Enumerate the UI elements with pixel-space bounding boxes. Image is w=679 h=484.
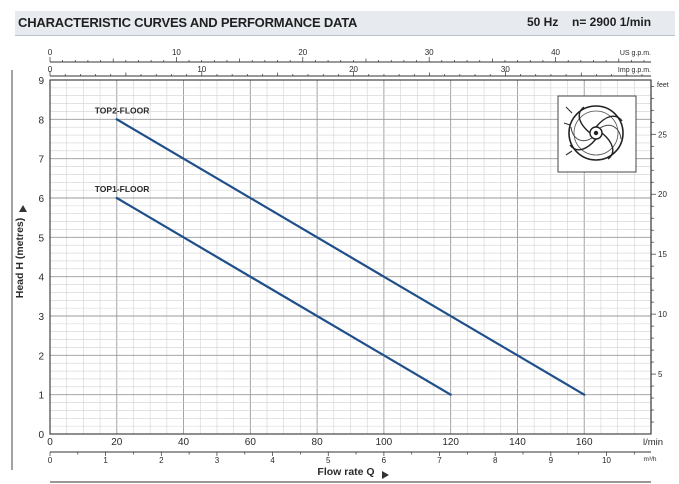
x-tick-label: 40 <box>178 437 190 448</box>
header-bar: CHARACTERISTIC CURVES AND PERFORMANCE DA… <box>15 11 675 36</box>
top-us-tick-label: 10 <box>172 48 181 57</box>
bottom-m3h-tick-label: 5 <box>326 456 331 465</box>
play-arrow-icon <box>382 471 389 479</box>
bottom-m3h-tick-label: 7 <box>437 456 442 465</box>
bottom-m3h-tick-label: 8 <box>493 456 498 465</box>
y-tick-label: 6 <box>38 194 44 205</box>
series-label: TOP2-FLOOR <box>95 105 150 115</box>
top-imp-tick-label: 30 <box>501 65 510 74</box>
y-tick-label: 9 <box>38 76 44 87</box>
series-point <box>115 118 118 121</box>
series-point <box>583 393 586 396</box>
y-tick-label: 1 <box>38 391 44 402</box>
bottom-m3h-unit: m³/h <box>644 456 657 463</box>
x-tick-label: 80 <box>312 437 324 448</box>
y-tick-label: 3 <box>38 312 44 323</box>
x-tick-label: 140 <box>509 437 526 448</box>
x-axis-label: Flow rate Q <box>317 466 374 478</box>
chart-series: TOP2-FLOOR TOP1-FLOOR <box>95 105 586 396</box>
top-us-tick-label: 0 <box>48 48 53 57</box>
x-axis-unit: l/min <box>643 437 663 448</box>
series-label: TOP1-FLOOR <box>95 184 150 194</box>
x-tick-label: 160 <box>576 437 593 448</box>
speed-label: n= 2900 1/min <box>572 15 652 29</box>
page-title: CHARACTERISTIC CURVES AND PERFORMANCE DA… <box>18 15 358 30</box>
impeller-icon <box>557 95 637 173</box>
y-axis-label: Head H (metres) <box>14 218 26 299</box>
y-tick-label: 8 <box>38 115 44 126</box>
top-imp-tick-label: 0 <box>48 65 53 74</box>
right-tick-label: 5 <box>658 370 663 379</box>
top-us-unit: US g.p.m. <box>620 50 651 57</box>
bottom-m3h-tick-label: 10 <box>602 456 611 465</box>
bottom-m3h-tick-label: 4 <box>270 456 275 465</box>
x-tick-label: 120 <box>442 437 459 448</box>
series-line-top2-floor <box>115 118 586 396</box>
bottom-m3h-tick-label: 0 <box>48 456 53 465</box>
bottom-m3h-tick-label: 3 <box>215 456 220 465</box>
chart-grid <box>49 79 652 435</box>
play-arrow-icon <box>19 205 27 212</box>
right-tick-label: 20 <box>658 190 667 199</box>
series-point <box>449 393 452 396</box>
bottom-m3h-tick-label: 9 <box>549 456 554 465</box>
x-tick-label: 60 <box>245 437 257 448</box>
y-tick-label: 2 <box>38 351 44 362</box>
y-tick-label: 0 <box>38 430 44 441</box>
bottom-m3h-tick-label: 1 <box>103 456 108 465</box>
top-imp-tick-label: 20 <box>349 65 358 74</box>
right-tick-label: 15 <box>658 250 667 259</box>
right-tick-label: 25 <box>658 130 667 139</box>
y-tick-label: 4 <box>38 273 44 284</box>
right-axis-unit: feet <box>657 82 669 89</box>
x-tick-label: 20 <box>111 437 123 448</box>
frequency-label: 50 Hz <box>527 15 559 29</box>
right-tick-label: 10 <box>658 310 667 319</box>
y-tick-label: 7 <box>38 155 44 166</box>
x-tick-label: 100 <box>376 437 393 448</box>
top-imp-tick-label: 10 <box>197 65 206 74</box>
y-tick-label: 5 <box>38 233 44 244</box>
top-us-tick-label: 40 <box>551 48 560 57</box>
series-line-top1-floor <box>115 196 452 396</box>
x-tick-label: 0 <box>47 437 53 448</box>
top-imp-unit: Imp g.p.m. <box>618 67 651 74</box>
series-point <box>115 197 118 199</box>
top-us-tick-label: 20 <box>298 48 307 57</box>
top-us-tick-label: 30 <box>425 48 434 57</box>
bottom-m3h-tick-label: 2 <box>159 456 164 465</box>
bottom-m3h-tick-label: 6 <box>382 456 387 465</box>
